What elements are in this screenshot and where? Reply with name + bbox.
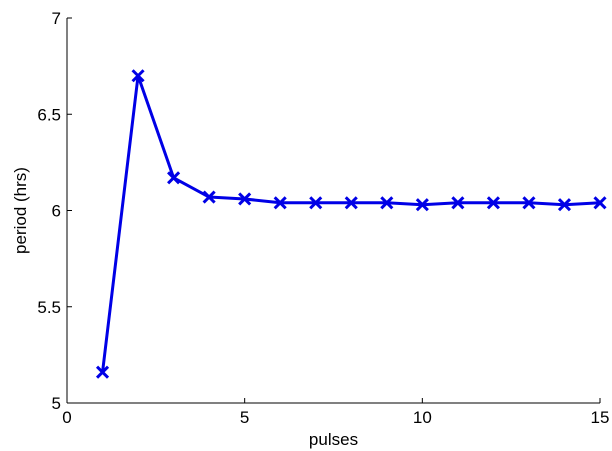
data-point-marker	[486, 196, 500, 210]
y-tick-label: 5	[52, 394, 61, 413]
x-tick-label: 5	[240, 408, 249, 427]
series-line	[101, 74, 601, 373]
x-tick-label: 0	[62, 408, 71, 427]
y-ticks: 5 5.5 6 6.5 7	[37, 9, 72, 413]
x-ticks: 0 5 10 15	[62, 398, 609, 427]
y-axis-title: period (hrs)	[11, 167, 30, 254]
data-point-marker	[415, 198, 429, 212]
y-tick-label: 7	[52, 9, 61, 28]
data-point-marker	[557, 198, 572, 212]
y-tick-label: 6	[52, 202, 61, 221]
data-point-marker	[380, 196, 394, 210]
data-point-marker	[451, 196, 465, 210]
data-point-marker	[95, 365, 110, 379]
x-tick-label: 15	[591, 408, 610, 427]
y-tick-label: 5.5	[37, 298, 61, 317]
data-point-marker	[167, 171, 181, 185]
data-point-marker	[309, 196, 323, 210]
data-point-marker	[344, 196, 358, 210]
data-point-marker	[131, 69, 145, 83]
data-point-marker	[593, 196, 607, 210]
data-point-marker	[202, 190, 216, 204]
data-point-marker	[238, 192, 252, 206]
axes	[66, 18, 600, 404]
data-point-marker	[522, 196, 536, 210]
x-tick-label: 10	[413, 408, 432, 427]
x-axis-title: pulses	[309, 430, 358, 449]
y-tick-label: 6.5	[37, 105, 61, 124]
plot-area	[95, 69, 607, 379]
data-point-marker	[273, 196, 287, 210]
